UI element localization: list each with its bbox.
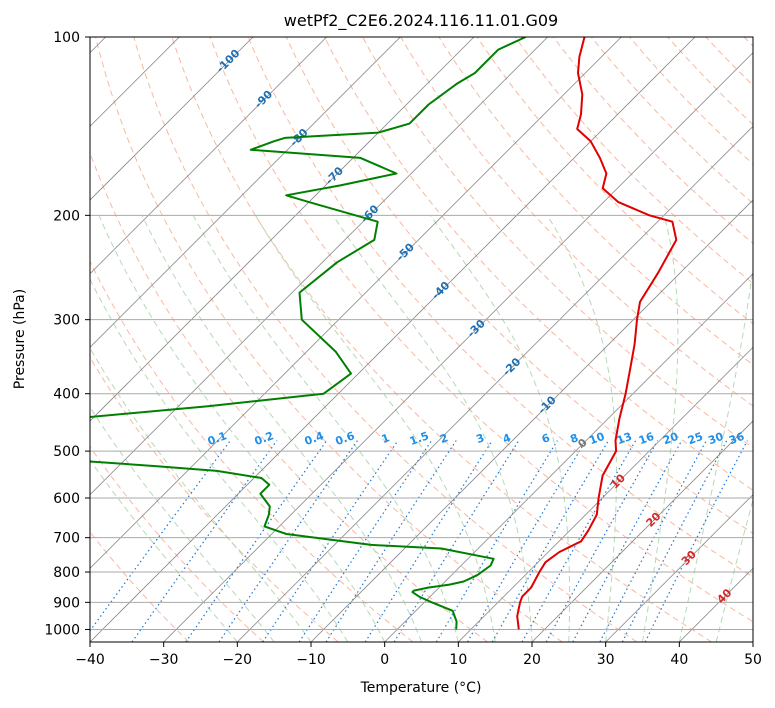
mixing-ratio-line [393,440,520,642]
y-tick-label: 100 [53,30,80,46]
x-tick-label: −30 [149,652,179,668]
y-tick-label: 500 [53,444,80,460]
moist-adiabat-line [90,347,312,642]
isotherm-line [163,52,753,642]
x-axis-label: Temperature (°C) [360,680,482,696]
mixing-ratio-line [466,440,587,642]
mixing-ratio-value-label: 25 [686,430,705,447]
moist-adiabat-line [546,215,617,642]
dry-adiabat-line [95,37,563,642]
moist-adiabat-line [90,459,238,642]
mixing-ratio-line [185,440,328,642]
y-tick-label: 1000 [44,622,80,638]
y-tick-label: 600 [53,491,80,507]
moist-adiabat-line [642,215,679,642]
x-tick-label: −40 [75,652,105,668]
dry-adiabat-line [133,37,638,642]
isotherm-line [310,199,753,642]
mixing-ratio-value-label: 2 [438,431,450,446]
mixing-ratio-line [599,440,707,642]
mixing-ratio-line [572,440,683,642]
dewpoint-profile-line [90,37,527,630]
mixing-ratio-value-label: 10 [588,430,607,448]
y-axis-label: Pressure (hPa) [12,289,28,389]
isotherm-line [458,346,753,642]
mixing-ratio-value-label: 0.1 [206,429,229,448]
mixing-ratio-line [435,440,558,642]
mixing-ratio-value-label: 36 [727,430,746,448]
dry-adiabat-line [324,37,753,491]
y-tick-label: 700 [53,531,80,547]
mixing-ratio-value-label: 20 [661,430,680,448]
x-tick-label: 30 [597,652,615,668]
y-tick-label: 300 [53,313,80,329]
mixing-ratio-line [131,440,278,642]
mixing-ratio-value-label: 1 [380,431,392,446]
mixing-ratio-value-label: 0.6 [334,429,357,448]
temperature-profile-line [516,37,678,630]
mixing-ratio-line [644,440,748,642]
isotherm-line [531,420,753,642]
moist-adiabat-line [678,263,753,642]
moist-adiabat-line [332,215,533,642]
sounding-profiles [90,37,678,630]
x-tick-label: 50 [744,652,762,668]
dry-adiabat-line [514,37,753,285]
y-tick-label: 900 [53,595,80,611]
mixing-ratio-value-label: 4 [501,431,513,446]
isotherm-line [90,37,622,569]
mixing-ratio-value-label: 6 [540,431,552,446]
y-tick-label: 800 [53,565,80,581]
x-tick-label: 20 [523,652,541,668]
x-tick-label: 10 [449,652,467,668]
moist-adiabat-line [90,406,275,642]
isotherm-line [90,37,696,642]
axis-ticks: −40 −30 −20 −10 0 10 20 30 40 5010020030040050060… [44,30,762,668]
mixing-ratio-value-label: 30 [706,430,725,448]
chart-title: wetPf2_C2E6.2024.116.11.01.G09 [284,11,558,31]
background-lines [90,37,753,642]
moist-adiabat-line [192,215,459,642]
dry-adiabat-line [476,37,753,325]
isotherm-line [90,37,327,275]
mixing-ratio-value-label: 16 [637,430,656,448]
isotherm-line [90,37,254,201]
moist-adiabat-line [90,278,349,642]
mixing-ratio-line [364,440,493,642]
moist-adiabat-line [429,215,571,642]
mixing-ratio-value-label: 8 [568,431,580,446]
x-tick-label: −10 [296,652,326,668]
dry-adiabat-line [629,37,753,165]
x-tick-label: −20 [223,652,253,668]
moist-adiabat-line [98,215,386,642]
y-tick-label: 200 [53,208,80,224]
dry-adiabat-line [400,37,753,407]
dry-adiabat-line [209,37,753,623]
dry-adiabat-line [591,37,753,205]
mixing-ratio-value-label: 1.5 [408,429,431,448]
isotherm-line [605,494,753,642]
mixing-ratio-value-label: 0.2 [253,429,276,448]
dry-adiabat-line [90,445,264,642]
isotherm-line [90,37,475,422]
plot-frame [89,36,754,643]
x-tick-label: 0 [380,652,389,668]
mixing-ratio-line [218,440,358,642]
x-tick-label: 40 [670,652,688,668]
mixing-ratio-line [90,440,231,632]
y-tick-label: 400 [53,387,80,403]
dry-adiabat-line [90,260,414,642]
mixing-ratio-value-label: 3 [474,431,486,446]
isotherm-line [90,37,548,496]
mixing-ratio-value-label: 13 [615,430,634,447]
isotherm-line [384,273,753,642]
moist-adiabat-line [141,215,422,642]
mixing-ratio-value-label: 0.4 [303,429,326,448]
